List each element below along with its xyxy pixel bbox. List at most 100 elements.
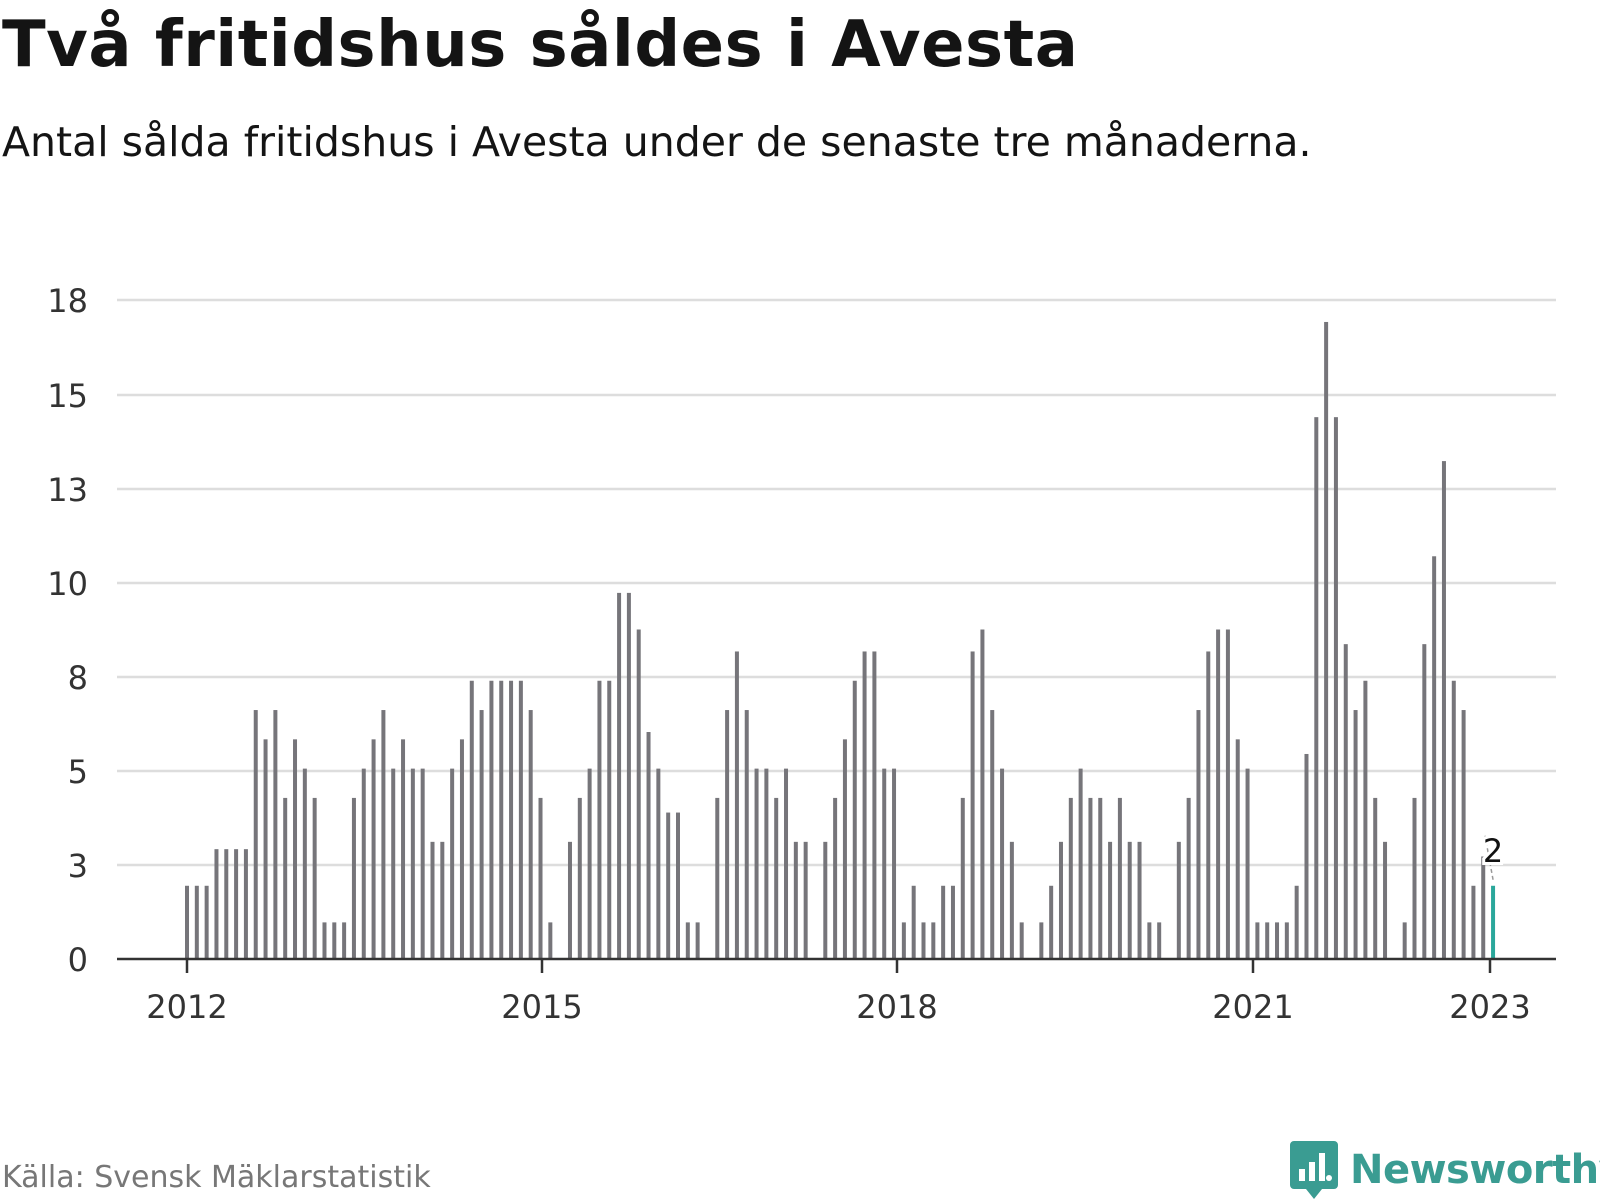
bar bbox=[459, 739, 464, 959]
bar bbox=[371, 739, 376, 959]
bar bbox=[597, 680, 602, 959]
y-tick-label: 10 bbox=[47, 565, 88, 603]
bar bbox=[793, 841, 798, 959]
x-tick-label: 2018 bbox=[856, 988, 937, 1026]
y-tick-label: 5 bbox=[68, 753, 88, 791]
bar bbox=[1147, 922, 1152, 959]
bar bbox=[1432, 556, 1437, 959]
bar bbox=[538, 797, 543, 959]
bar bbox=[882, 768, 887, 959]
bar bbox=[263, 739, 268, 959]
bar bbox=[361, 768, 366, 959]
annotation-leader bbox=[1484, 835, 1494, 880]
bar bbox=[342, 922, 347, 959]
bar bbox=[1098, 797, 1103, 959]
bar bbox=[430, 841, 435, 959]
bar bbox=[194, 885, 199, 959]
bar bbox=[1108, 841, 1113, 959]
chart-subtitle: Antal sålda fritidshus i Avesta under de… bbox=[2, 118, 1312, 166]
bar bbox=[1294, 885, 1299, 959]
bar bbox=[823, 841, 828, 959]
bar bbox=[1471, 885, 1476, 959]
newsworthy-logo-icon bbox=[1290, 1141, 1338, 1199]
bar bbox=[391, 768, 396, 959]
bar bbox=[1225, 629, 1230, 959]
y-tick-label: 18 bbox=[47, 282, 88, 320]
grid-lines bbox=[117, 298, 1556, 867]
bar bbox=[224, 849, 229, 959]
bar bbox=[852, 680, 857, 959]
bar bbox=[1127, 841, 1132, 959]
bar bbox=[1078, 768, 1083, 959]
bar bbox=[351, 797, 356, 959]
bar bbox=[1216, 629, 1221, 959]
bar bbox=[774, 797, 779, 959]
bar bbox=[1049, 885, 1054, 959]
bar bbox=[754, 768, 759, 959]
bar bbox=[1324, 321, 1329, 959]
bar bbox=[1422, 644, 1427, 959]
bar bbox=[1373, 797, 1378, 959]
bar bbox=[489, 680, 494, 959]
bar bbox=[450, 768, 455, 959]
bar bbox=[1333, 417, 1338, 960]
bar bbox=[872, 651, 877, 959]
bar bbox=[302, 768, 307, 959]
bar bbox=[646, 732, 651, 959]
highlight-bar bbox=[1491, 885, 1496, 959]
bar bbox=[764, 768, 769, 959]
bar bbox=[381, 710, 386, 959]
y-tick-label: 8 bbox=[68, 659, 88, 697]
bar bbox=[617, 592, 622, 959]
bar bbox=[1206, 651, 1211, 959]
bar bbox=[607, 680, 612, 959]
bar bbox=[1402, 922, 1407, 959]
bar bbox=[1275, 922, 1280, 959]
y-tick-label: 0 bbox=[68, 941, 88, 979]
bar bbox=[1481, 856, 1486, 959]
bar bbox=[312, 797, 317, 959]
bar bbox=[842, 739, 847, 959]
bar bbox=[1383, 841, 1388, 959]
bar-chart: 0 3 5 8 10 13 15 18 2012 2015 2018 2021 2023 2 bbox=[47, 282, 1556, 1026]
y-tick-label: 13 bbox=[47, 471, 88, 509]
bar bbox=[734, 651, 739, 959]
bar bbox=[921, 922, 926, 959]
bar bbox=[204, 885, 209, 959]
bar bbox=[715, 797, 720, 959]
bar bbox=[1058, 841, 1063, 959]
bar bbox=[1412, 797, 1417, 959]
bar bbox=[1019, 922, 1024, 959]
bar bbox=[892, 768, 897, 959]
highlight-annotation: 2 bbox=[1480, 829, 1506, 880]
bar bbox=[479, 710, 484, 959]
bar bbox=[401, 739, 406, 959]
bar bbox=[1461, 710, 1466, 959]
x-axis-labels: 2012 2015 2018 2021 2023 bbox=[146, 959, 1531, 1026]
bar bbox=[960, 797, 965, 959]
bar bbox=[1451, 680, 1456, 959]
bar bbox=[1314, 417, 1319, 960]
bar bbox=[420, 768, 425, 959]
bar bbox=[1441, 461, 1446, 959]
bar bbox=[833, 797, 838, 959]
bar bbox=[695, 922, 700, 959]
bar bbox=[1176, 841, 1181, 959]
bar bbox=[1157, 922, 1162, 959]
brand-logo: Newsworthy bbox=[1290, 1140, 1600, 1200]
bar bbox=[469, 680, 474, 959]
bar bbox=[970, 651, 975, 959]
bar bbox=[440, 841, 445, 959]
y-tick-label: 15 bbox=[47, 377, 88, 415]
y-axis-labels: 0 3 5 8 10 13 15 18 bbox=[47, 282, 88, 979]
bar bbox=[803, 841, 808, 959]
bar bbox=[214, 849, 219, 959]
bar bbox=[941, 885, 946, 959]
bar bbox=[1000, 768, 1005, 959]
bar bbox=[676, 812, 680, 959]
bar bbox=[862, 651, 867, 959]
bar bbox=[1009, 841, 1014, 959]
bar bbox=[656, 768, 661, 959]
bar bbox=[666, 812, 671, 959]
bar bbox=[283, 797, 288, 959]
